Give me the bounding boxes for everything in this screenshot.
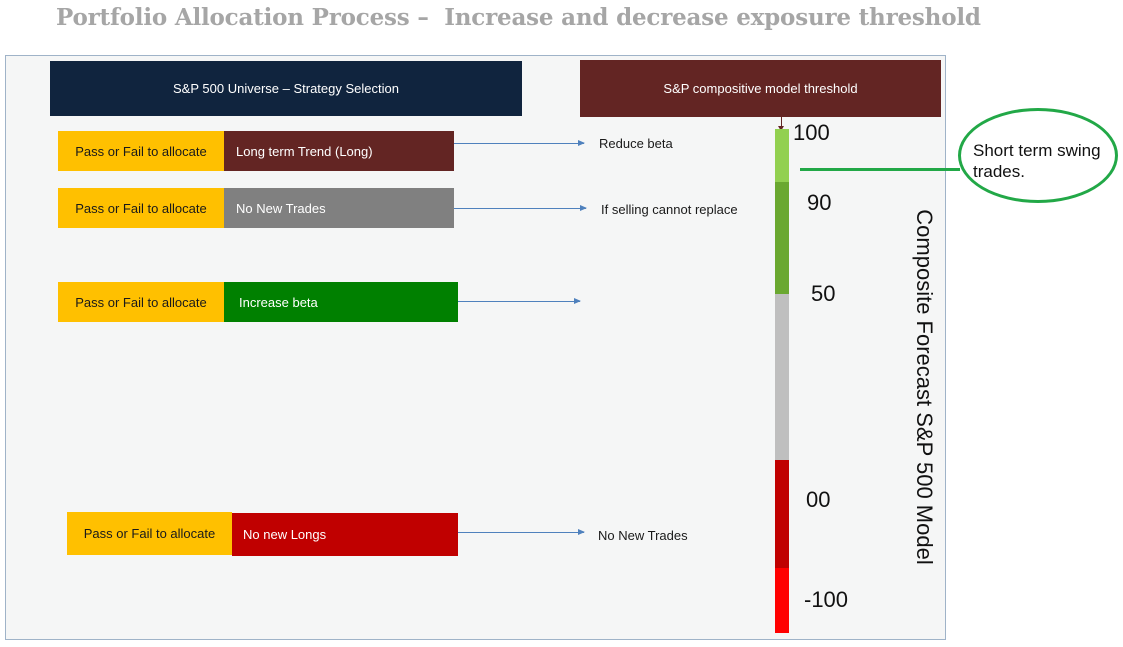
strategy-label-increase-beta: Increase beta bbox=[224, 282, 458, 322]
arrow-4 bbox=[458, 529, 585, 535]
pass-fail-box-4: Pass or Fail to allocate bbox=[67, 512, 232, 555]
scale-tick-100: 100 bbox=[793, 120, 830, 145]
scale-segment-minus100 bbox=[775, 568, 789, 633]
scale-segment-top bbox=[775, 129, 789, 182]
scale-axis-label: Composite Forecast S&P 500 Model bbox=[912, 209, 937, 565]
outcome-no-new-trades: No New Trades bbox=[598, 528, 688, 543]
outcome-reduce-beta: Reduce beta bbox=[599, 136, 673, 151]
scale-tick-90: 90 bbox=[807, 190, 832, 215]
page-title: Portfolio Allocation Process – Increase … bbox=[56, 4, 981, 31]
arrow-2 bbox=[454, 205, 587, 211]
threshold-pointer-arrow bbox=[778, 117, 784, 131]
arrow-3 bbox=[458, 298, 581, 304]
pass-fail-box-3: Pass or Fail to allocate bbox=[58, 282, 224, 322]
outcome-if-selling: If selling cannot replace bbox=[601, 202, 738, 217]
callout-text: Short term swing trades. bbox=[973, 141, 1101, 181]
scale-tick-50: 50 bbox=[811, 281, 836, 306]
strategy-label-no-new-trades: No New Trades bbox=[224, 188, 454, 228]
callout-ellipse bbox=[958, 108, 1118, 203]
scale-tick-minus100: -100 bbox=[804, 587, 849, 612]
callout-connector bbox=[800, 168, 960, 171]
scale-segment-00 bbox=[775, 460, 789, 568]
pass-fail-box-1: Pass or Fail to allocate bbox=[58, 131, 224, 171]
arrow-1 bbox=[454, 140, 585, 146]
scale-segment-90 bbox=[775, 182, 789, 294]
strategy-label-long-term-trend: Long term Trend (Long) bbox=[224, 131, 454, 171]
header-model-threshold: S&P compositive model threshold bbox=[580, 60, 941, 117]
scale-segment-50 bbox=[775, 294, 789, 460]
strategy-label-no-new-longs: No new Longs bbox=[232, 513, 458, 556]
pass-fail-box-2: Pass or Fail to allocate bbox=[58, 188, 224, 228]
header-strategy-selection: S&P 500 Universe – Strategy Selection bbox=[50, 61, 522, 116]
scale-tick-00: 00 bbox=[806, 487, 831, 512]
